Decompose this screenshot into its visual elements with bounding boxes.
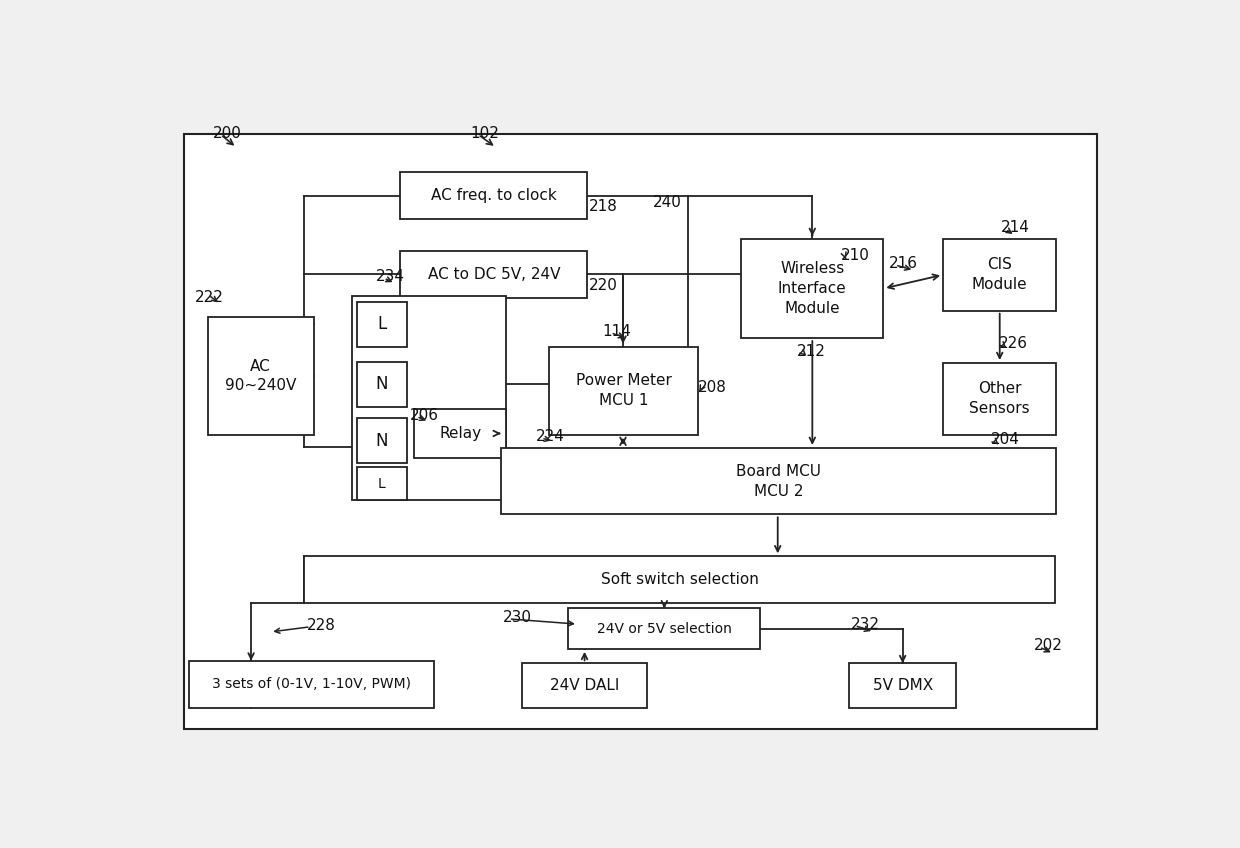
Text: 210: 210: [841, 248, 870, 263]
Text: Other
Sensors: Other Sensors: [970, 382, 1030, 416]
Text: Wireless
Interface
Module: Wireless Interface Module: [777, 261, 847, 315]
Text: Soft switch selection: Soft switch selection: [600, 572, 759, 587]
Bar: [357, 467, 407, 500]
Bar: [352, 296, 506, 500]
Text: 220: 220: [589, 278, 619, 293]
Bar: [208, 317, 314, 435]
Text: 24V or 5V selection: 24V or 5V selection: [596, 622, 732, 636]
Bar: [357, 418, 407, 463]
Text: Board MCU
MCU 2: Board MCU MCU 2: [737, 464, 821, 499]
Text: 232: 232: [851, 616, 879, 632]
Text: AC freq. to clock: AC freq. to clock: [430, 188, 557, 204]
Text: 102: 102: [470, 126, 498, 141]
Text: AC to DC 5V, 24V: AC to DC 5V, 24V: [428, 266, 560, 282]
Text: 214: 214: [1001, 220, 1029, 235]
Text: 114: 114: [601, 324, 631, 339]
Bar: [304, 556, 1055, 603]
Text: 240: 240: [652, 196, 682, 210]
Bar: [501, 448, 1056, 515]
Bar: [742, 239, 883, 338]
Bar: [357, 362, 407, 407]
Bar: [942, 239, 1056, 310]
Bar: [942, 363, 1056, 435]
Text: Power Meter
MCU 1: Power Meter MCU 1: [575, 373, 671, 408]
Text: 216: 216: [889, 256, 918, 271]
Text: 212: 212: [797, 343, 826, 359]
Bar: [414, 409, 506, 458]
Bar: [568, 609, 760, 649]
Bar: [188, 661, 434, 708]
Text: 200: 200: [213, 126, 242, 141]
Text: 208: 208: [698, 380, 727, 395]
Text: 206: 206: [409, 408, 439, 422]
Text: 222: 222: [196, 290, 224, 305]
Bar: [522, 663, 647, 708]
Text: 226: 226: [998, 336, 1028, 351]
Text: 234: 234: [376, 270, 405, 284]
Bar: [401, 251, 588, 298]
Bar: [357, 302, 407, 347]
Text: Relay: Relay: [439, 426, 481, 441]
Bar: [401, 172, 588, 220]
Text: 224: 224: [536, 429, 564, 444]
Text: 3 sets of (0-1V, 1-10V, PWM): 3 sets of (0-1V, 1-10V, PWM): [212, 678, 410, 691]
Bar: [549, 347, 698, 435]
Text: AC
90~240V: AC 90~240V: [224, 359, 296, 393]
Text: 230: 230: [503, 610, 532, 625]
Text: 5V DMX: 5V DMX: [873, 678, 932, 693]
Text: L: L: [378, 477, 386, 491]
Text: 218: 218: [589, 198, 619, 214]
Text: 24V DALI: 24V DALI: [549, 678, 619, 693]
Text: 228: 228: [306, 618, 336, 633]
Text: CIS
Module: CIS Module: [972, 258, 1028, 293]
Text: L: L: [377, 315, 387, 333]
Text: 204: 204: [991, 432, 1021, 448]
Text: 202: 202: [1034, 638, 1063, 652]
Bar: [849, 663, 956, 708]
Text: N: N: [376, 432, 388, 449]
Text: N: N: [376, 376, 388, 393]
